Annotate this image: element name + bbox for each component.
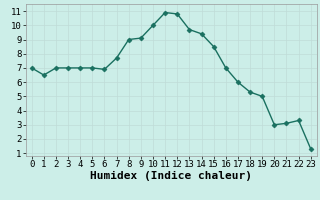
X-axis label: Humidex (Indice chaleur): Humidex (Indice chaleur)	[90, 171, 252, 181]
